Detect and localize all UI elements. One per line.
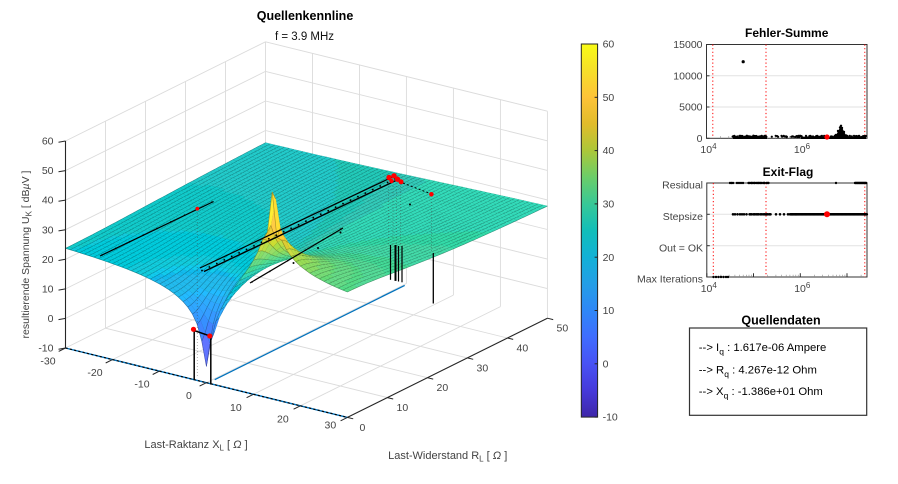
svg-text:30: 30 [477,362,489,374]
svg-text:10: 10 [42,284,54,296]
svg-text:resultierende Spannung UK [ dB: resultierende Spannung UK [ dBµV ] [20,170,34,338]
svg-text:--> Rq : 4.267e-12 Ohm: --> Rq : 4.267e-12 Ohm [699,364,817,379]
svg-text:20: 20 [277,413,289,425]
svg-text:Quellendaten: Quellendaten [741,314,820,328]
svg-text:-30: -30 [40,356,55,368]
svg-text:10: 10 [603,305,615,317]
svg-text:20: 20 [603,252,615,264]
svg-text:30: 30 [325,419,337,431]
svg-text:Max Iterations: Max Iterations [637,274,703,286]
svg-text:50: 50 [603,92,615,104]
svg-text:0: 0 [697,133,703,145]
svg-text:Exit-Flag: Exit-Flag [763,165,814,179]
svg-text:0: 0 [48,313,54,325]
svg-text:Stepsize: Stepsize [663,211,703,223]
svg-text:40: 40 [42,195,54,207]
svg-text:20: 20 [437,382,449,394]
svg-text:15000: 15000 [673,39,702,51]
svg-text:0: 0 [603,358,609,370]
svg-text:30: 30 [42,224,54,236]
svg-text:-10: -10 [603,412,618,424]
svg-text:--> Iq : 1.617e-06 Ampere: --> Iq : 1.617e-06 Ampere [699,342,827,357]
svg-text:Last-Raktanz XL [ Ω ]: Last-Raktanz XL [ Ω ] [144,439,247,453]
svg-text:50: 50 [557,323,569,335]
svg-text:-10: -10 [134,379,149,391]
svg-text:Fehler-Summe: Fehler-Summe [745,26,829,40]
svg-text:0: 0 [359,422,365,434]
svg-text:Residual: Residual [662,180,703,192]
svg-text:5000: 5000 [679,102,703,114]
svg-text:Out = OK: Out = OK [659,242,703,254]
svg-text:40: 40 [603,145,615,157]
svg-text:0: 0 [186,390,192,402]
svg-text:Last-Widerstand RL [ Ω ]: Last-Widerstand RL [ Ω ] [388,450,507,464]
svg-text:f = 3.9 MHz: f = 3.9 MHz [275,31,334,43]
svg-text:60: 60 [603,39,615,51]
svg-text:--> Xq : -1.386e+01 Ohm: --> Xq : -1.386e+01 Ohm [699,386,823,401]
svg-text:20: 20 [42,254,54,266]
svg-text:10: 10 [230,402,242,414]
svg-text:10000: 10000 [673,70,702,82]
svg-text:50: 50 [42,165,54,177]
svg-text:-20: -20 [87,367,102,379]
svg-text:40: 40 [517,343,529,355]
svg-text:-10: -10 [38,343,53,355]
svg-text:30: 30 [603,199,615,211]
svg-text:60: 60 [42,136,54,148]
svg-text:Quellenkennline: Quellenkennline [257,9,354,23]
svg-text:10: 10 [397,402,409,414]
